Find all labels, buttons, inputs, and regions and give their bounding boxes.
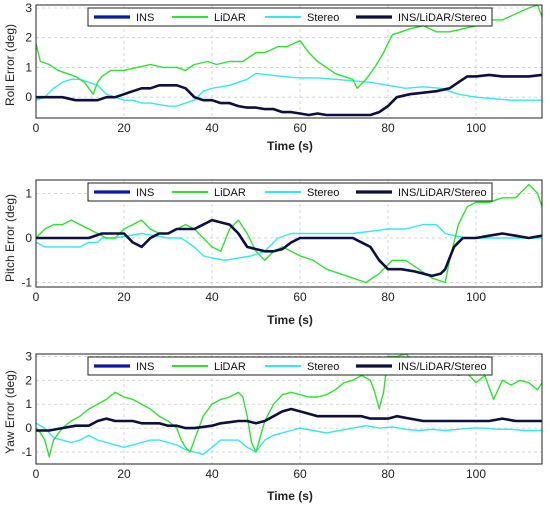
roll-x-tick-label: 100 xyxy=(466,121,486,135)
yaw-y-tick-label: -1 xyxy=(21,445,32,459)
roll-y-tick-label: 2 xyxy=(25,31,32,45)
pitch-x-tick-label: 80 xyxy=(381,290,395,304)
pitch-y-axis-label: Pitch Error (deg) xyxy=(3,194,17,282)
roll-legend-label: LiDAR xyxy=(214,12,246,24)
pitch-legend-label: INS/LiDAR/Stereo xyxy=(398,187,487,199)
roll-y-axis-label: Roll Error (deg) xyxy=(3,24,17,106)
yaw-x-axis-label: Time (s) xyxy=(267,489,313,503)
pitch-x-tick-label: 60 xyxy=(293,290,307,304)
roll-y-tick-label: 3 xyxy=(25,1,32,15)
pitch-x-axis-label: Time (s) xyxy=(267,313,313,327)
pitch-legend: INS LiDAR Stereo INS/LiDAR/Stereo xyxy=(87,182,493,202)
yaw-y-tick-label: 1 xyxy=(25,397,32,411)
yaw-legend-label: Stereo xyxy=(307,361,339,373)
roll-x-axis-label: Time (s) xyxy=(267,139,313,153)
yaw-x-tick-label: 0 xyxy=(33,467,40,481)
yaw-axes-frame xyxy=(35,353,543,465)
yaw-x-tick-label: 20 xyxy=(117,467,131,481)
pitch-x-tick-label: 20 xyxy=(117,290,131,304)
yaw-y-axis-label: Yaw Error (deg) xyxy=(3,370,17,454)
roll-x-tick-label: 80 xyxy=(381,121,395,135)
roll-axes-frame xyxy=(35,4,543,119)
roll-series-lidar xyxy=(36,5,542,95)
roll-legend-label: INS/LiDAR/Stereo xyxy=(398,12,487,24)
roll-x-tick-label: 0 xyxy=(33,121,40,135)
yaw-series-stereo xyxy=(36,422,542,456)
yaw-legend: INS LiDAR Stereo INS/LiDAR/Stereo xyxy=(87,356,493,376)
yaw-y-tick-label: 0 xyxy=(25,421,32,435)
yaw-x-tick-label: 60 xyxy=(293,467,307,481)
roll-y-tick-label: 0 xyxy=(25,90,32,104)
yaw-legend-label: INS/LiDAR/Stereo xyxy=(398,361,487,373)
pitch-legend-label: LiDAR xyxy=(214,187,246,199)
yaw-x-tick-label: 80 xyxy=(381,467,395,481)
pitch-x-tick-label: 0 xyxy=(33,290,40,304)
yaw-y-tick-label: 3 xyxy=(25,349,32,363)
roll-legend-label: INS xyxy=(136,12,154,24)
roll-series-ins-lidar-stereo xyxy=(36,73,542,117)
yaw-series-ins-lidar-stereo xyxy=(36,407,542,432)
pitch-error-panel: 0 20 40 60 80 100-101 INS LiDAR Stereo INS/LiDAR… xyxy=(3,179,543,327)
yaw-y-tick-label: 2 xyxy=(25,373,32,387)
pitch-y-tick-label: -1 xyxy=(21,276,32,290)
roll-x-tick-label: 60 xyxy=(293,121,307,135)
roll-legend-label: Stereo xyxy=(307,12,339,24)
roll-series-stereo xyxy=(36,72,542,107)
pitch-series-ins-lidar-stereo xyxy=(36,218,542,278)
pitch-series-lidar xyxy=(36,183,542,284)
pitch-axes-frame xyxy=(35,179,543,288)
pitch-x-tick-label: 100 xyxy=(466,290,486,304)
yaw-legend-label: INS xyxy=(136,361,154,373)
yaw-legend-label: LiDAR xyxy=(214,361,246,373)
yaw-x-tick-label: 100 xyxy=(466,467,486,481)
roll-x-tick-label: 40 xyxy=(205,121,219,135)
yaw-x-tick-label: 40 xyxy=(205,467,219,481)
roll-legend: INS LiDAR Stereo INS/LiDAR/Stereo xyxy=(87,7,493,27)
roll-x-tick-label: 20 xyxy=(117,121,131,135)
roll-error-panel: 0 20 40 60 80 100 0 1 2 3 INS LiDAR Stereo INS/LiDAR… xyxy=(3,1,543,153)
pitch-legend-label: INS xyxy=(136,187,154,199)
pitch-x-tick-label: 40 xyxy=(205,290,219,304)
pitch-y-tick-label: 0 xyxy=(25,231,32,245)
pitch-legend-label: Stereo xyxy=(307,187,339,199)
roll-y-tick-label: 1 xyxy=(25,60,32,74)
pitch-y-tick-label: 1 xyxy=(25,186,32,200)
